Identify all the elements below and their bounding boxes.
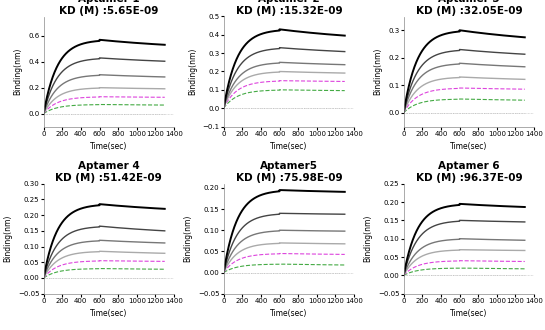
Title: Aptamer5
KD (M) :75.98E-09: Aptamer5 KD (M) :75.98E-09 (235, 161, 342, 183)
X-axis label: Time(sec): Time(sec) (90, 142, 128, 151)
X-axis label: Time(sec): Time(sec) (90, 310, 128, 318)
X-axis label: Time(sec): Time(sec) (450, 142, 488, 151)
X-axis label: Time(sec): Time(sec) (450, 310, 488, 318)
Title: Aptamer 3
KD (M) :32.05E-09: Aptamer 3 KD (M) :32.05E-09 (415, 0, 522, 16)
Y-axis label: Binding(nm): Binding(nm) (188, 48, 197, 95)
Title: Aptamer 1
KD (M) :5.65E-09: Aptamer 1 KD (M) :5.65E-09 (59, 0, 159, 16)
Title: Aptamer 4
KD (M) :51.42E-09: Aptamer 4 KD (M) :51.42E-09 (56, 161, 162, 183)
X-axis label: Time(sec): Time(sec) (270, 310, 307, 318)
Y-axis label: Binding(nm): Binding(nm) (364, 215, 372, 262)
Title: Aptamer 6
KD (M) :96.37E-09: Aptamer 6 KD (M) :96.37E-09 (415, 161, 522, 183)
Y-axis label: Binding(nm): Binding(nm) (374, 48, 383, 95)
Y-axis label: Binding(nm): Binding(nm) (14, 48, 23, 95)
X-axis label: Time(sec): Time(sec) (270, 142, 307, 151)
Title: Aptamer 2
KD (M) :15.32E-09: Aptamer 2 KD (M) :15.32E-09 (235, 0, 342, 16)
Y-axis label: Binding(nm): Binding(nm) (3, 215, 13, 262)
Y-axis label: Binding(nm): Binding(nm) (184, 215, 192, 262)
